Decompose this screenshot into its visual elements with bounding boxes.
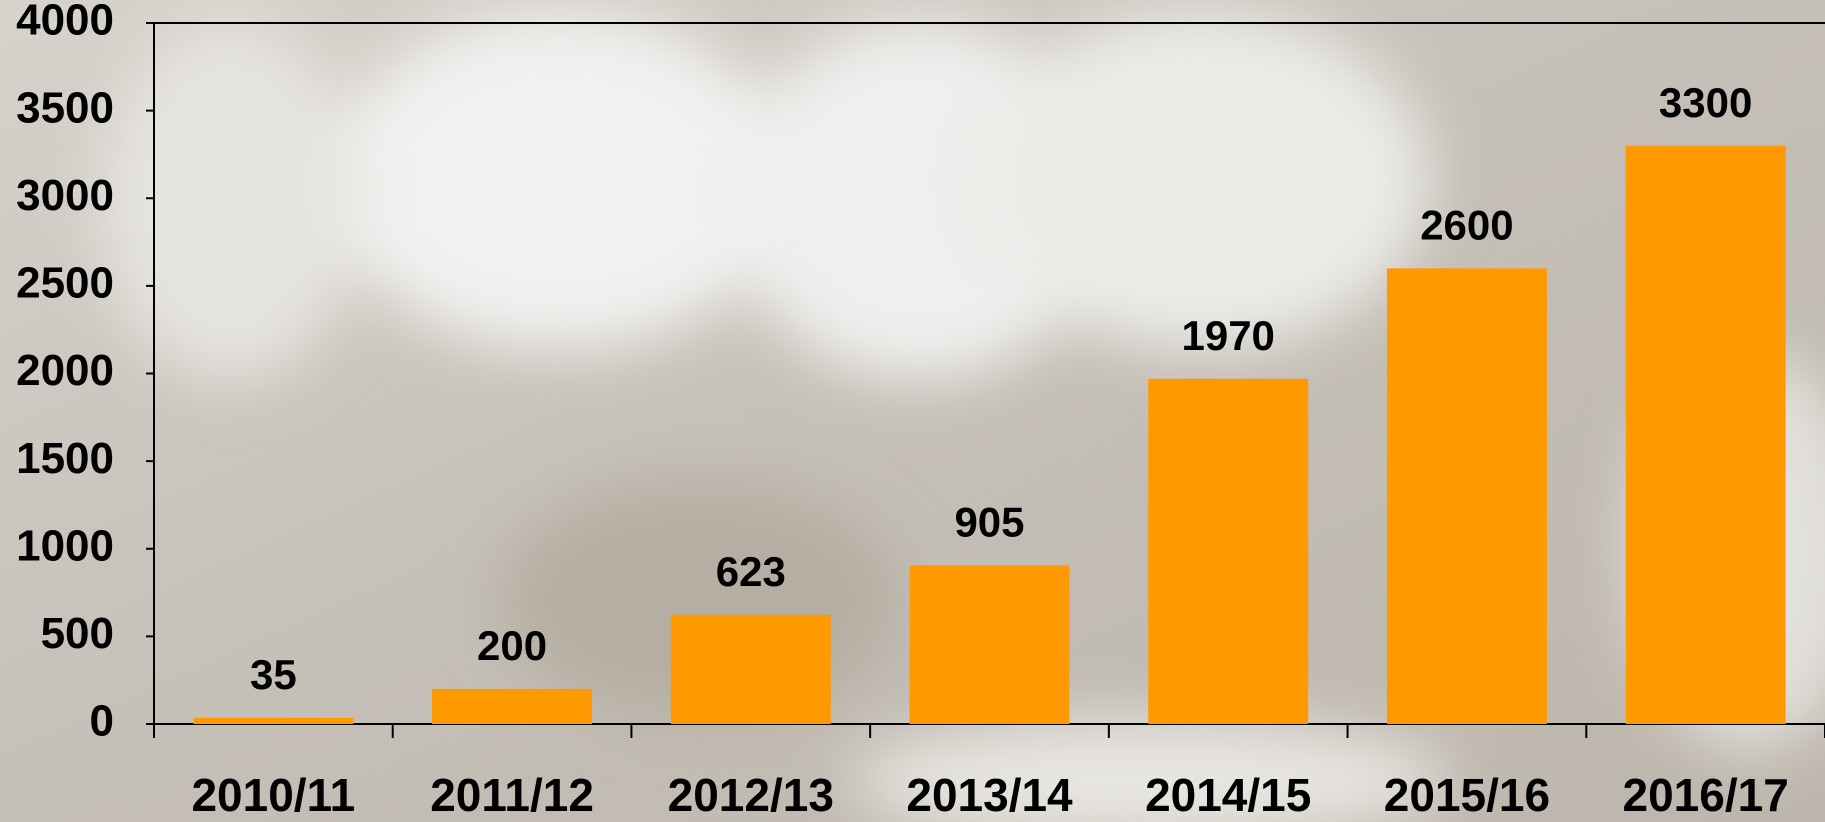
y-tick-label: 1500 [16, 434, 114, 483]
data-label: 35 [250, 651, 297, 698]
y-tick-label: 3000 [16, 171, 114, 220]
bar [432, 688, 593, 724]
y-tick-label: 3500 [16, 83, 114, 132]
y-tick-label: 1000 [16, 521, 114, 570]
bar [1625, 145, 1786, 725]
y-tick-label: 0 [90, 697, 114, 746]
bar [1386, 268, 1547, 724]
data-label: 200 [477, 622, 547, 669]
data-label: 905 [954, 498, 1024, 545]
data-label: 3300 [1659, 79, 1752, 126]
data-label: 1970 [1181, 312, 1274, 359]
data-label: 2600 [1420, 201, 1513, 248]
x-tick-label: 2013/14 [906, 769, 1073, 821]
x-tick-label: 2010/11 [191, 769, 355, 821]
x-tick-label: 2011/12 [430, 769, 594, 821]
y-tick-label: 4000 [16, 0, 114, 45]
x-tick-label: 2015/16 [1384, 769, 1550, 821]
y-tick-label: 2500 [16, 259, 114, 308]
bar [670, 614, 831, 724]
bar [909, 565, 1070, 724]
data-label: 623 [716, 548, 786, 595]
x-tick-label: 2016/17 [1623, 769, 1789, 821]
y-tick-label: 500 [41, 609, 114, 658]
bar [1148, 378, 1309, 724]
bar [193, 717, 354, 724]
x-tick-label: 2014/15 [1145, 769, 1311, 821]
y-tick-label: 2000 [16, 346, 114, 395]
x-tick-label: 2012/13 [668, 769, 834, 821]
